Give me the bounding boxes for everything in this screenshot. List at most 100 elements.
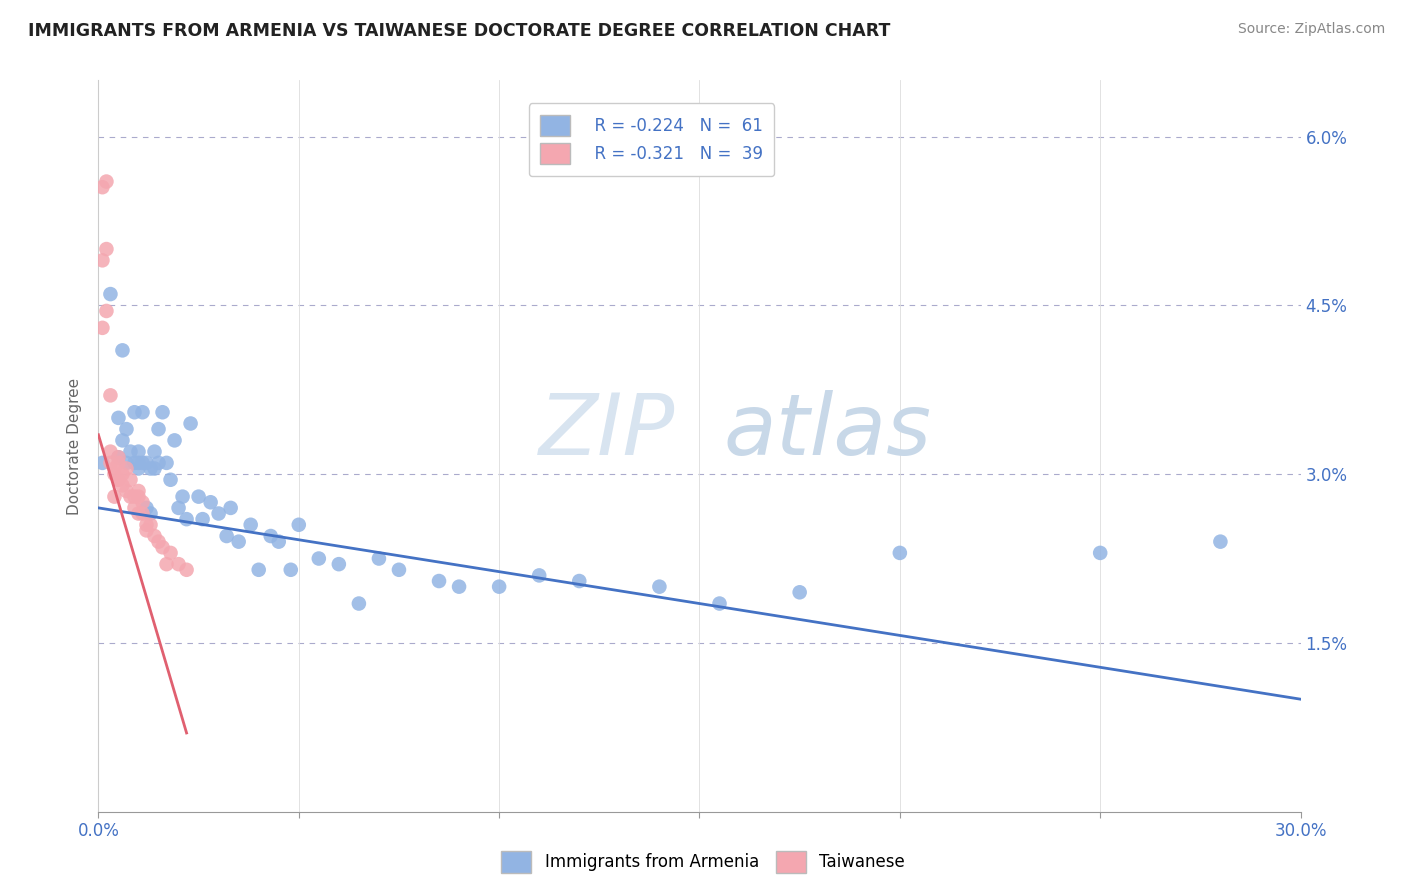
Point	[124, 456, 146, 470]
Point	[155, 557, 177, 571]
Point	[159, 473, 181, 487]
Point	[148, 534, 170, 549]
Point	[115, 483, 138, 498]
Point	[176, 563, 198, 577]
Legend:   R = -0.224   N =  61,   R = -0.321   N =  39: R = -0.224 N = 61, R = -0.321 N = 39	[529, 103, 775, 176]
Point	[148, 456, 170, 470]
Point	[215, 529, 238, 543]
Point	[103, 490, 125, 504]
Point	[103, 461, 125, 475]
Point	[107, 473, 129, 487]
Point	[128, 456, 150, 470]
Point	[163, 434, 186, 448]
Point	[120, 444, 142, 458]
Y-axis label: Doctorate Degree: Doctorate Degree	[67, 377, 83, 515]
Point	[152, 405, 174, 419]
Point	[328, 557, 350, 571]
Point	[308, 551, 330, 566]
Point	[529, 568, 551, 582]
Point	[131, 405, 153, 419]
Point	[128, 483, 150, 498]
Text: IMMIGRANTS FROM ARMENIA VS TAIWANESE DOCTORATE DEGREE CORRELATION CHART: IMMIGRANTS FROM ARMENIA VS TAIWANESE DOC…	[28, 22, 890, 40]
Point	[159, 546, 181, 560]
Point	[91, 180, 114, 194]
Point	[91, 321, 114, 335]
Point	[347, 597, 370, 611]
Point	[148, 422, 170, 436]
Point	[100, 444, 122, 458]
Point	[155, 456, 177, 470]
Point	[100, 388, 122, 402]
Text: Source: ZipAtlas.com: Source: ZipAtlas.com	[1237, 22, 1385, 37]
Point	[280, 563, 302, 577]
Point	[96, 175, 118, 189]
Point	[488, 580, 510, 594]
Point	[120, 473, 142, 487]
Point	[135, 500, 157, 515]
Point	[172, 490, 194, 504]
Point	[131, 507, 153, 521]
Point	[111, 434, 134, 448]
Point	[100, 456, 122, 470]
Point	[187, 490, 209, 504]
Point	[447, 580, 470, 594]
Point	[135, 517, 157, 532]
Point	[135, 524, 157, 538]
Point	[111, 343, 134, 358]
Point	[167, 557, 190, 571]
Point	[191, 512, 214, 526]
Point	[267, 534, 290, 549]
Point	[143, 529, 166, 543]
Point	[709, 597, 731, 611]
Point	[368, 551, 391, 566]
Point	[111, 478, 134, 492]
Point	[167, 500, 190, 515]
Point	[128, 461, 150, 475]
Point	[180, 417, 202, 431]
Point	[219, 500, 242, 515]
Point	[648, 580, 671, 594]
Point	[228, 534, 250, 549]
Point	[107, 450, 129, 465]
Point	[103, 467, 125, 482]
Point	[128, 490, 150, 504]
Point	[107, 456, 129, 470]
Point	[107, 410, 129, 425]
Point	[1209, 534, 1232, 549]
Point	[200, 495, 222, 509]
Point	[111, 467, 134, 482]
Point	[139, 517, 162, 532]
Point	[91, 456, 114, 470]
Point	[139, 507, 162, 521]
Point	[107, 450, 129, 465]
Point	[239, 517, 262, 532]
Point	[143, 444, 166, 458]
Point	[124, 405, 146, 419]
Point	[128, 444, 150, 458]
Legend: Immigrants from Armenia, Taiwanese: Immigrants from Armenia, Taiwanese	[495, 845, 911, 880]
Point	[96, 242, 118, 256]
Point	[124, 490, 146, 504]
Point	[131, 456, 153, 470]
Point	[889, 546, 911, 560]
Text: atlas: atlas	[724, 390, 932, 473]
Point	[91, 253, 114, 268]
Point	[100, 287, 122, 301]
Point	[247, 563, 270, 577]
Point	[120, 490, 142, 504]
Point	[115, 456, 138, 470]
Point	[288, 517, 311, 532]
Point	[107, 473, 129, 487]
Point	[260, 529, 283, 543]
Point	[152, 541, 174, 555]
Point	[208, 507, 231, 521]
Point	[115, 461, 138, 475]
Point	[568, 574, 591, 588]
Point	[124, 500, 146, 515]
Point	[115, 422, 138, 436]
Point	[176, 512, 198, 526]
Point	[1088, 546, 1111, 560]
Point	[143, 461, 166, 475]
Point	[139, 461, 162, 475]
Point	[388, 563, 411, 577]
